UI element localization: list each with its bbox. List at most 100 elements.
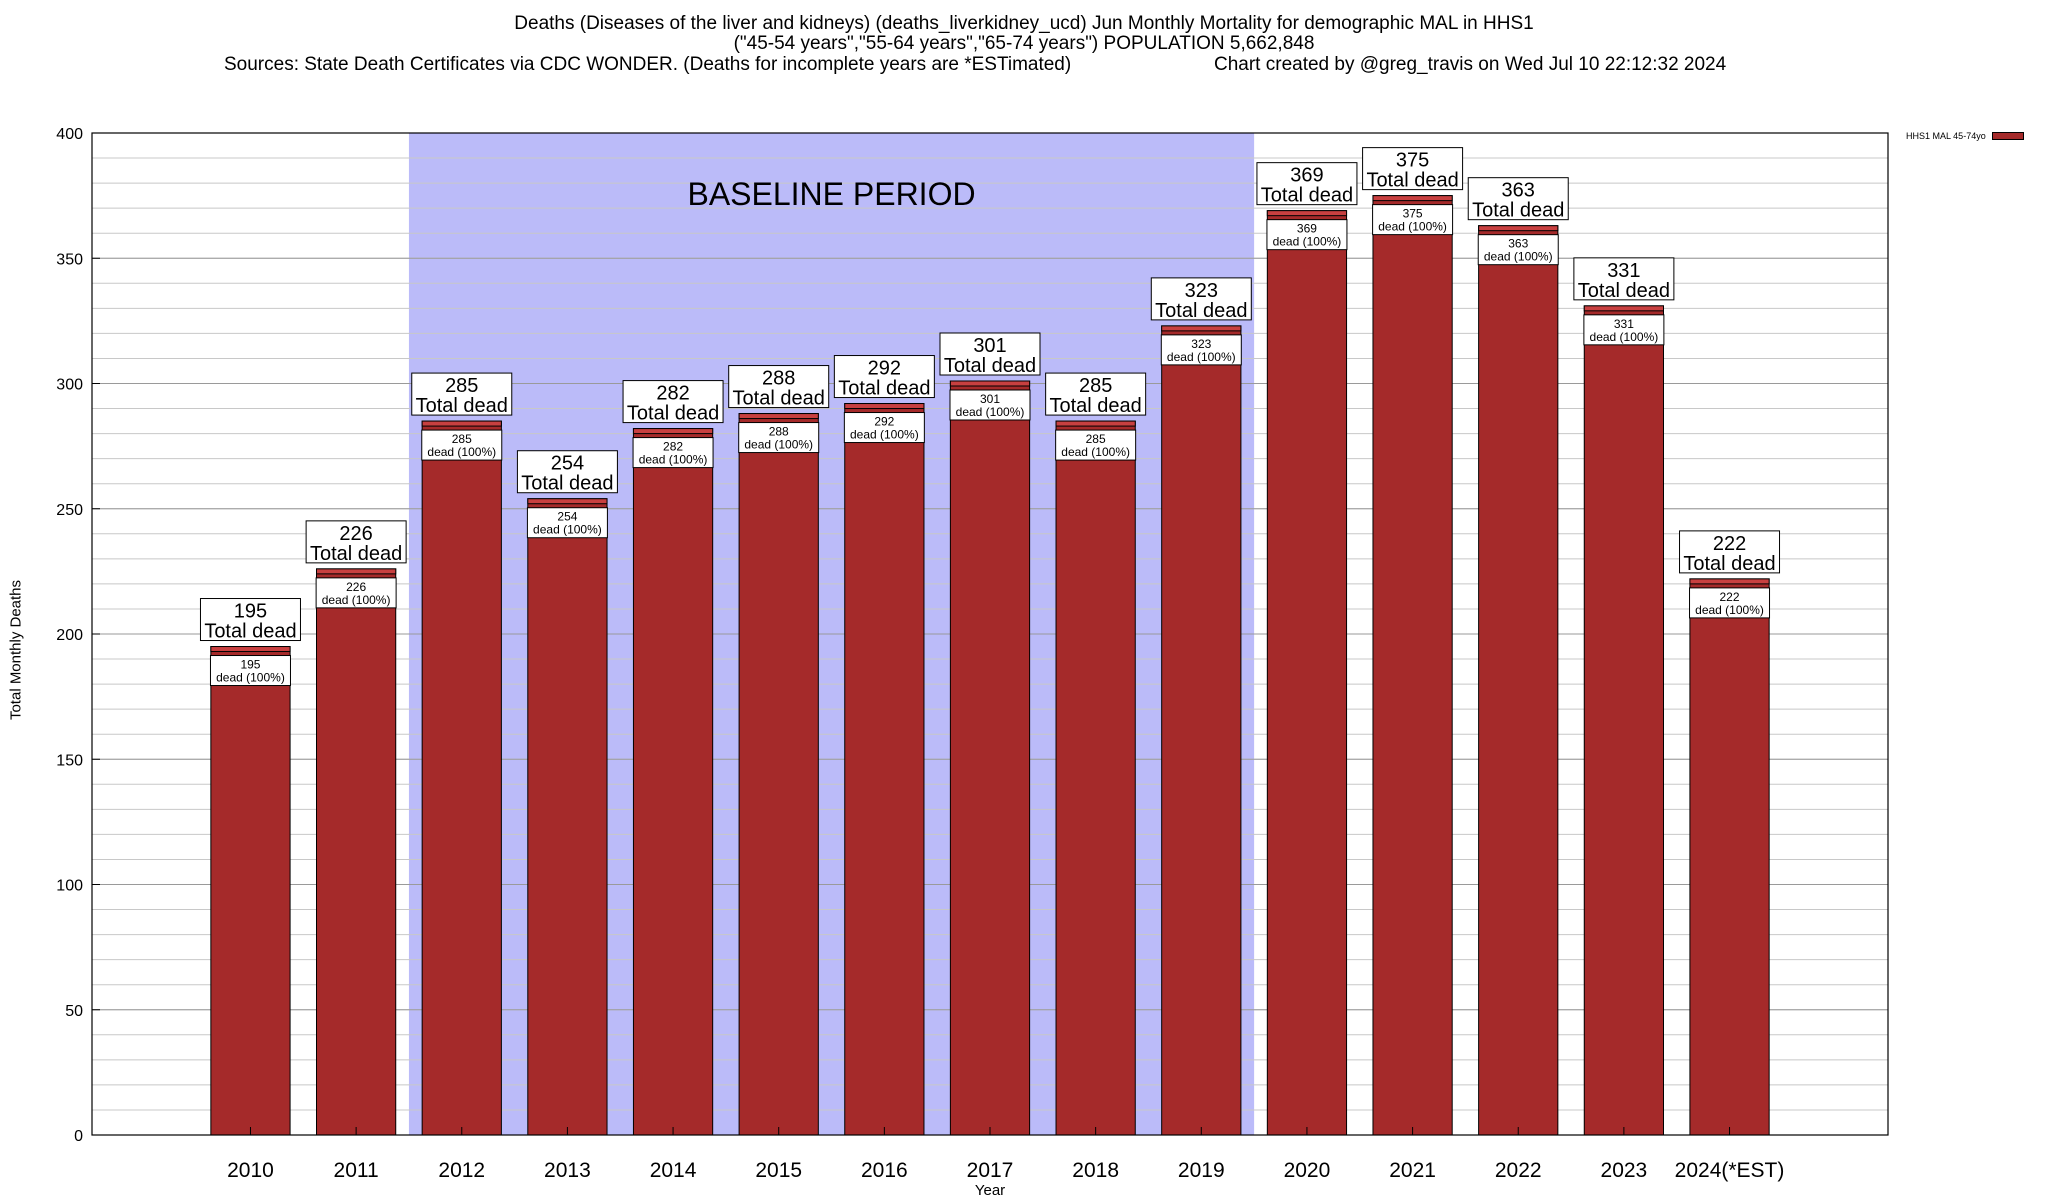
bar-top-segment	[1689, 578, 1770, 585]
x-tick-label: 2022	[1495, 1159, 1542, 1182]
bar	[316, 568, 397, 1136]
bar-inner-label-box	[1583, 314, 1665, 346]
bar-total-label: Total dead	[838, 378, 930, 400]
bar-inner-percent: dead (100%)	[1061, 445, 1130, 459]
y-tick-label: 100	[56, 878, 83, 895]
bar-inner-label-box	[209, 655, 291, 687]
bar-top-segment	[1055, 420, 1136, 427]
bar-total-value: 363	[1502, 180, 1535, 202]
bar-inner-percent: dead (100%)	[1167, 350, 1236, 364]
legend-label: HHS1 MAL 45-74yo	[1906, 131, 1986, 141]
x-tick-label: 2014	[650, 1159, 697, 1182]
x-tick-label: 2017	[967, 1159, 1014, 1182]
x-axis-label: Year	[974, 1182, 1006, 1199]
sources-note: Sources: State Death Certificates via CD…	[224, 54, 1072, 75]
bar-inner-label-box	[421, 429, 503, 461]
bar	[1372, 195, 1453, 1136]
bar-inner-value: 282	[663, 440, 683, 454]
bar-inner-value: 375	[1403, 207, 1423, 221]
x-tick-label: 2018	[1072, 1159, 1119, 1182]
bar-total-label-box	[1679, 530, 1781, 574]
bar-inner-percent: dead (100%)	[216, 671, 285, 685]
plot-frame	[91, 132, 1889, 1136]
bar-inner-value: 226	[346, 580, 366, 594]
bar-total-label: Total dead	[416, 395, 508, 417]
y-tick-label: 200	[56, 627, 83, 644]
legend: HHS1 MAL 45-74yo	[1906, 131, 2024, 141]
bar-total-value: 222	[1713, 533, 1746, 555]
bar-inner-value: 285	[452, 432, 472, 446]
bar-total-label: Total dead	[733, 388, 825, 410]
x-tick-label: 2015	[755, 1159, 802, 1182]
bar-total-label: Total dead	[1683, 553, 1775, 575]
bar	[844, 403, 925, 1136]
bar-top-segment	[421, 420, 502, 427]
bar	[210, 646, 291, 1136]
baseline-label: BASELINE PERIOD	[687, 176, 975, 212]
bar	[1583, 305, 1664, 1136]
x-tick-label: 2012	[438, 1159, 485, 1182]
bar-total-label: Total dead	[1578, 280, 1670, 302]
y-tick-label: 400	[56, 126, 83, 143]
bar-total-label: Total dead	[627, 403, 719, 425]
y-tick-label: 50	[65, 1003, 83, 1020]
bar	[632, 428, 714, 1136]
bar-top-segment	[1266, 210, 1348, 217]
bar-inner-label-box	[526, 507, 608, 539]
bar-total-label-box	[516, 450, 618, 494]
bar	[738, 413, 819, 1136]
bar-total-label: Total dead	[1261, 185, 1353, 207]
bar-total-label-box	[1467, 177, 1569, 221]
bar	[1161, 325, 1242, 1136]
bar-total-value: 288	[762, 368, 795, 390]
bar-total-value: 323	[1185, 280, 1218, 302]
bar-total-value: 375	[1396, 150, 1429, 172]
bar-top-segment	[1161, 325, 1242, 332]
credit-note: Chart created by @greg_travis on Wed Jul…	[1214, 54, 1727, 75]
bar-inner-percent: dead (100%)	[427, 445, 496, 459]
bar-inner-value: 288	[769, 425, 789, 439]
bar-total-value: 195	[234, 601, 267, 623]
y-tick-label: 250	[56, 502, 83, 519]
bar-top-segment	[1583, 305, 1664, 312]
bar-top-segment	[632, 428, 714, 435]
bar-inner-label-box	[632, 437, 714, 469]
bar-inner-percent: dead (100%)	[533, 523, 602, 537]
bar-inner-label-box	[315, 577, 397, 609]
bar-total-label: Total dead	[204, 621, 296, 643]
bar-inner-value: 195	[240, 658, 260, 672]
bar-inner-label-box	[1689, 587, 1771, 619]
bar-inner-value: 323	[1191, 337, 1211, 351]
bar-inner-value: 254	[557, 510, 577, 524]
bar-top-segment	[949, 380, 1031, 387]
bar-total-value: 254	[551, 453, 584, 475]
bar	[1266, 210, 1348, 1136]
title-line-2: ("45-54 years","55-64 years","65-74 year…	[733, 33, 1315, 54]
bar-top-segment	[1478, 225, 1559, 232]
bar-inner-value: 301	[980, 392, 1000, 406]
bar-total-label: Total dead	[310, 543, 402, 565]
bar-inner-value: 285	[1086, 432, 1106, 446]
bar-total-label: Total dead	[1049, 395, 1141, 417]
bar-top-segment	[527, 498, 608, 505]
legend-swatch	[1991, 132, 2024, 140]
bar-inner-label-box	[949, 389, 1031, 421]
bar-total-label-box	[411, 372, 513, 416]
bar-total-label-box	[1362, 147, 1464, 191]
bar-inner-label-box	[738, 422, 820, 454]
bar-total-label: Total dead	[521, 473, 613, 495]
bar-inner-label-box	[1160, 334, 1242, 366]
bar-total-label-box	[622, 380, 724, 424]
bar-total-label-box	[1573, 257, 1675, 301]
bar-total-label: Total dead	[1472, 200, 1564, 222]
bar-total-label-box	[199, 598, 301, 642]
bar-total-label-box	[1045, 372, 1147, 416]
y-axis-label: Total Monthly Deaths	[7, 579, 25, 721]
bar-inner-percent: dead (100%)	[639, 453, 708, 467]
bar-top-segment	[844, 403, 925, 410]
bar-top-segment	[210, 646, 291, 653]
bar-total-label-box	[1256, 162, 1358, 206]
chart-title: Deaths (Diseases of the liver and kidney…	[0, 14, 2048, 54]
bar-total-label: Total dead	[944, 355, 1036, 377]
